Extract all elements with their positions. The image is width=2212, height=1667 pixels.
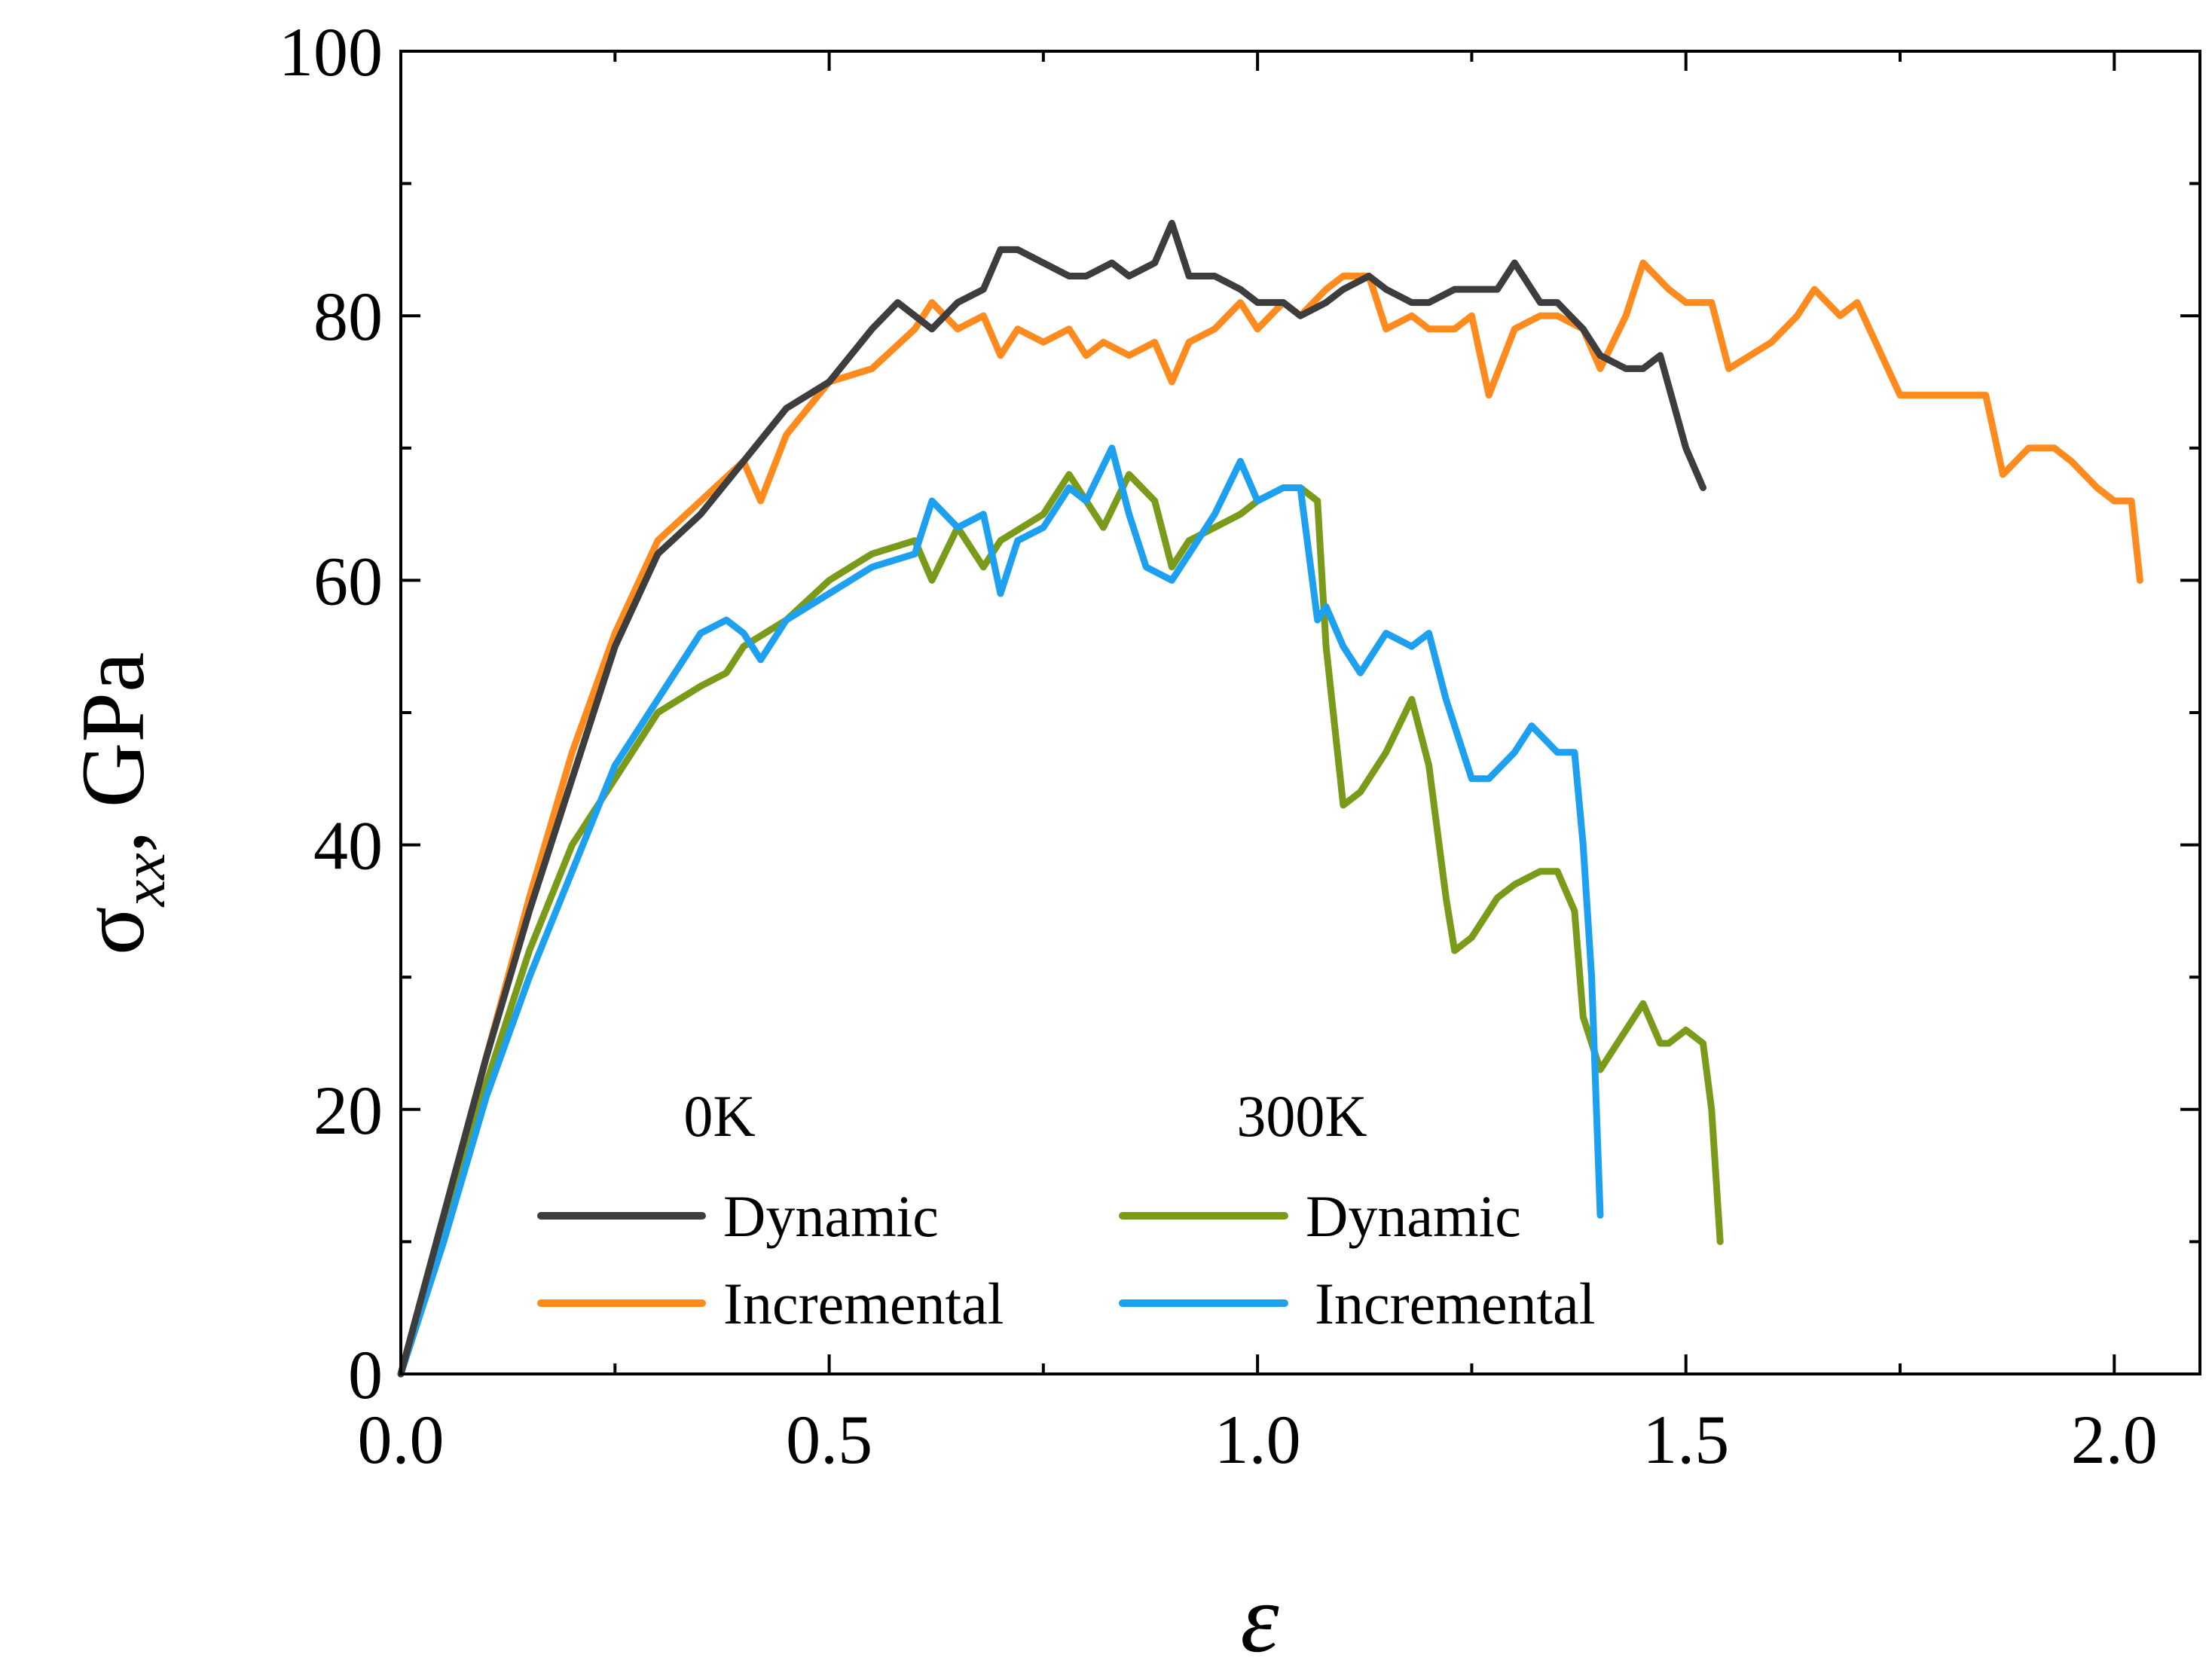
y-tick-label: 40 — [313, 808, 383, 884]
y-axis-title-symbol: σ — [63, 906, 163, 955]
legend-group-300k: 300K — [1236, 1083, 1367, 1149]
y-tick-label: 80 — [313, 278, 383, 355]
svg-text:σxx, GPa: σxx, GPa — [63, 652, 178, 955]
legend-entries: Dynamic Incremental Dynamic Incremental — [537, 1183, 1595, 1336]
y-axis-title-unit: , GPa — [63, 652, 163, 853]
series-line-0k-incremental — [397, 259, 2143, 1378]
series-line-0k-dynamic — [397, 219, 1706, 1378]
legend-label-300k-dynamic: Dynamic — [1306, 1183, 1521, 1249]
legend-label-0k-incremental: Incremental — [723, 1271, 1004, 1336]
y-tick-label: 20 — [313, 1072, 383, 1149]
series-line-300k-incremental — [397, 444, 1604, 1378]
x-tick-label: 1.5 — [1642, 1401, 1729, 1478]
x-tick-label: 0.0 — [358, 1401, 445, 1478]
y-tick-label: 0 — [348, 1336, 383, 1413]
legend-label-300k-incremental: Incremental — [1315, 1271, 1595, 1336]
y-tick-label: 60 — [313, 542, 383, 619]
series-layer — [397, 219, 2143, 1378]
x-tick-label: 0.5 — [786, 1401, 872, 1478]
x-tick-label: 1.0 — [1214, 1401, 1301, 1478]
legend-label-0k-dynamic: Dynamic — [723, 1183, 939, 1249]
legend-group-0k: 0K — [683, 1083, 755, 1149]
ticks-layer — [399, 50, 2200, 1375]
x-tick-label: 2.0 — [2071, 1401, 2158, 1478]
x-axis-title: ε — [1240, 1565, 1279, 1663]
labels-layer: 0.0 0.5 1.0 1.5 2.0 0 20 40 60 80 100 — [279, 14, 2158, 1478]
y-axis-title: σxx, GPa — [63, 652, 178, 955]
legend: 0K 300K Dynamic Incremental Dynamic Increme… — [537, 1083, 1595, 1336]
y-axis-title-subscript: xx — [112, 853, 178, 907]
y-tick-label: 100 — [279, 14, 383, 90]
